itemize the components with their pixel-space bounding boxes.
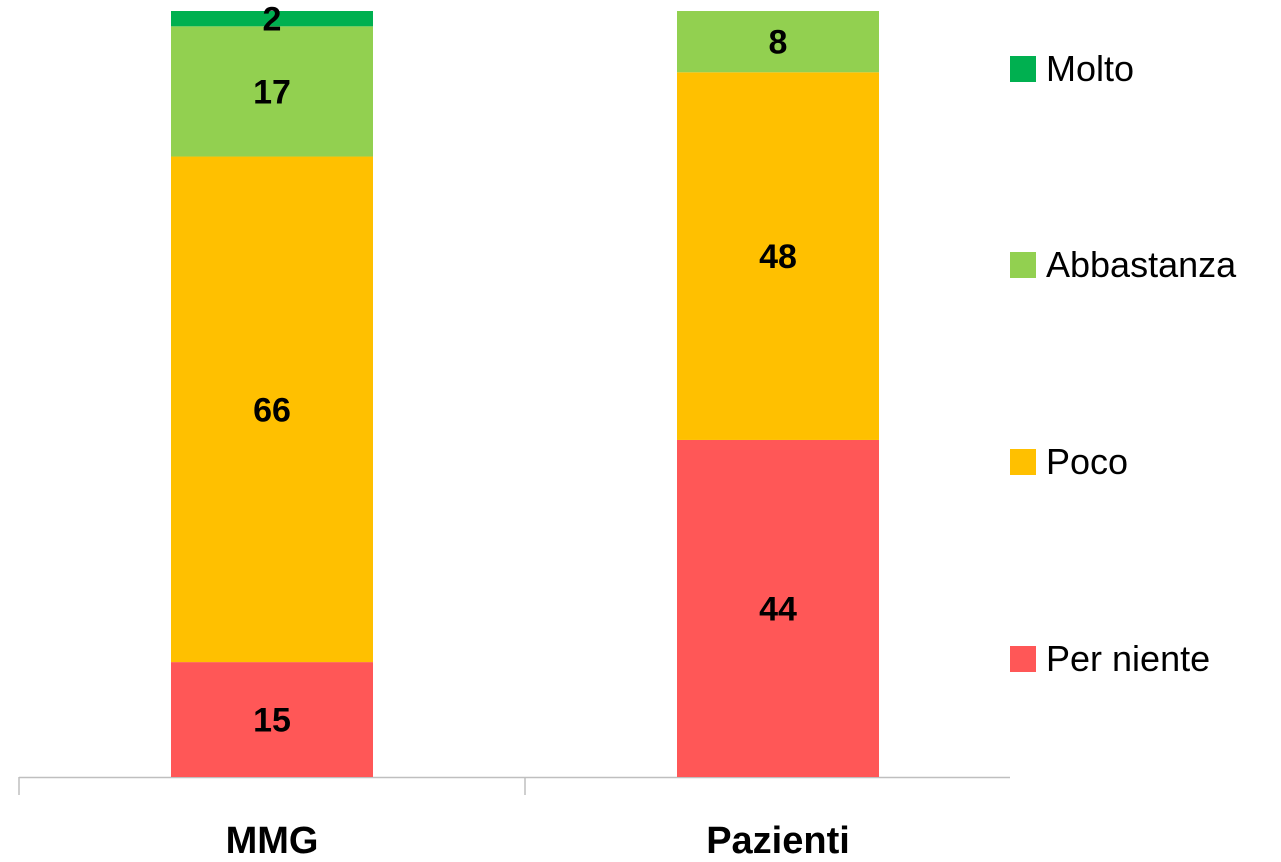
data-label: 44 — [759, 590, 797, 628]
legend-swatch — [1010, 449, 1036, 475]
bar-segment-poco-pazienti — [677, 72, 879, 440]
value-labels: 15 66 17 2 44 48 8 — [253, 1, 797, 740]
data-label: 2 — [263, 1, 282, 39]
stacked-bar-chart: 15 66 17 2 44 48 8 MMG Pazienti — [18, 1, 1010, 862]
legend-item-molto: Molto — [1010, 47, 1134, 91]
data-label: 15 — [253, 702, 291, 740]
bar-segment-abbastanza-pazienti — [677, 11, 879, 73]
data-label: 66 — [253, 391, 291, 429]
bar-segment-molto-mmg — [171, 11, 373, 27]
data-label: 48 — [759, 238, 797, 276]
data-label: 17 — [253, 73, 291, 111]
bar-segment-poco-mmg — [171, 156, 373, 663]
category-label-pazienti: Pazienti — [706, 820, 850, 862]
category-labels: MMG Pazienti — [226, 820, 850, 862]
legend-item-abbastanza: Abbastanza — [1010, 243, 1236, 287]
legend-swatch — [1010, 646, 1036, 672]
bar-segment-abbastanza-mmg — [171, 26, 373, 157]
category-label-mmg: MMG — [226, 820, 319, 862]
legend-label: Poco — [1046, 441, 1129, 482]
legend-label: Molto — [1046, 48, 1135, 89]
legend-item-poco: Poco — [1010, 440, 1128, 484]
legend-label: Abbastanza — [1046, 244, 1237, 285]
legend-item-per-niente: Per niente — [1010, 637, 1210, 681]
legend-swatch — [1010, 252, 1036, 278]
x-axis — [18, 776, 1010, 795]
data-label: 8 — [769, 24, 788, 62]
bar-segments — [171, 11, 879, 777]
bar-segment-per-niente-mmg — [171, 662, 373, 777]
bar-segment-per-niente-pazienti — [677, 439, 879, 777]
legend-swatch — [1010, 56, 1036, 82]
legend: Molto Abbastanza Poco Per niente — [1010, 0, 1281, 862]
legend-label: Per niente — [1046, 638, 1211, 679]
